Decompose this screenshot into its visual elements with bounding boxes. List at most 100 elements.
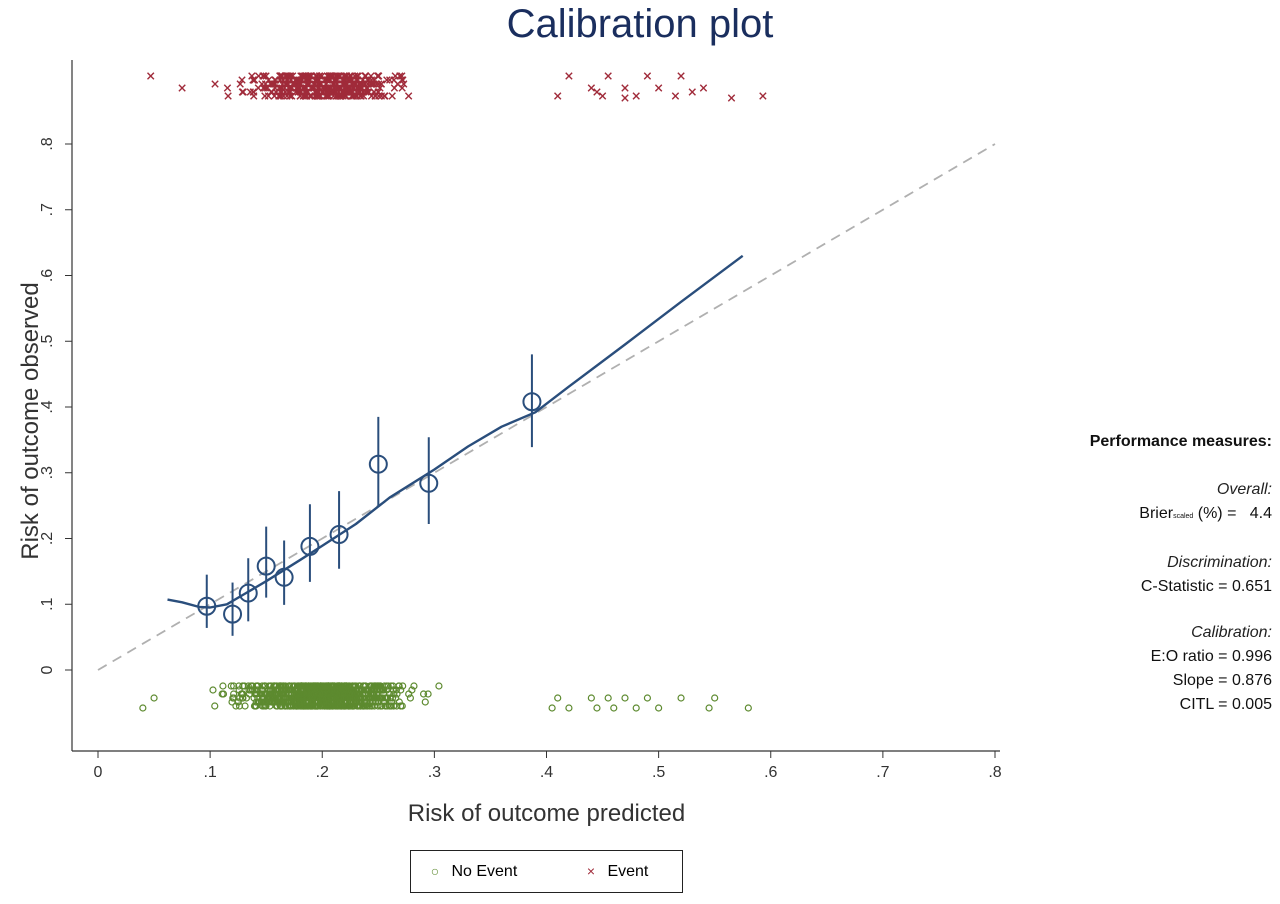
event-marker [324,84,332,92]
no-event-marker [296,702,304,710]
event-marker [333,76,342,84]
event-marker [286,92,294,100]
event-marker [312,88,320,96]
event-marker [565,72,573,80]
x-axis-label: Risk of outcome predicted [407,800,686,827]
event-marker [621,84,629,92]
no-event-marker [230,690,238,698]
no-event-marker [150,694,158,702]
event-marker [254,84,263,92]
event-marker [340,88,348,96]
no-event-marker [322,682,330,690]
y-tick-label: .7 [39,203,56,216]
event-marker [250,76,258,84]
no-event-marker [235,686,243,694]
overall-label: Overall: [1216,481,1272,498]
no-event-marker [383,686,391,694]
no-event-marker [280,698,288,706]
event-marker [304,72,312,80]
event-marker [643,72,652,80]
no-event-marker [278,702,286,710]
no-event-marker [338,682,346,690]
no-event-marker [621,694,629,702]
no-event-marker [347,694,356,702]
observed-point-marker [197,596,217,616]
no-event-marker [327,702,335,710]
event-marker [353,72,361,80]
event-marker [211,80,219,88]
no-event-marker [390,690,398,698]
no-event-marker [241,702,249,710]
no-event-marker [219,682,227,690]
no-event-marker [378,694,386,702]
calibration-label: Calibration: [1191,624,1272,641]
event-marker [587,84,596,92]
observed-group-point [238,558,258,622]
legend: ○ No Event × Event [410,850,683,893]
no-event-marker [319,690,327,698]
citl: CITL = 0.005 [1179,696,1272,713]
no-event-marker [643,694,652,702]
no-event-marker [297,682,305,690]
event-marker [329,92,338,100]
event-marker [301,72,310,80]
no-event-marker [266,690,274,698]
event-marker [284,72,292,80]
no-event-marker [390,702,398,710]
no-event-marker [298,694,306,702]
observed-point-marker [238,583,258,603]
observed-point-marker [522,392,542,412]
no-event-marker [387,682,395,690]
no-event-marker [339,690,347,698]
eo-ratio: E:O ratio = 0.996 [1150,648,1272,665]
no-event-marker [248,686,257,694]
event-marker [238,88,247,96]
no-event-rug-layer [139,682,752,712]
no-event-marker [211,702,219,710]
event-rug-layer [147,72,767,102]
observed-point-marker [223,604,243,624]
no-event-marker [139,704,147,712]
event-marker [238,76,246,84]
no-event-marker [548,704,556,712]
no-event-marker [323,702,331,710]
no-event-marker [419,690,428,698]
no-event-marker [285,702,293,710]
no-event-marker [218,690,226,698]
event-marker-icon: × [586,863,596,879]
event-marker [621,94,629,102]
x-tick-label: .6 [764,764,777,781]
event-marker [292,84,301,92]
y-tick-label: .1 [39,597,56,610]
y-tick-label: .4 [39,400,56,413]
no-event-marker [392,694,400,702]
no-event-marker [354,686,363,694]
no-event-marker [421,698,429,706]
event-marker [604,72,612,80]
y-tick-label: .5 [39,334,56,347]
no-event-marker [260,682,268,690]
no-event-marker [405,690,413,698]
event-marker [373,72,382,80]
no-event-marker [230,694,238,702]
event-marker [363,84,372,92]
legend-item-event: × Event [579,863,648,881]
no-event-marker [270,682,279,690]
no-event-marker [251,686,259,694]
y-axis-label: Risk of outcome observed [17,282,44,560]
event-marker [272,88,280,96]
y-tick-label: .3 [39,466,56,479]
no-event-marker [372,682,380,690]
event-marker [262,72,270,80]
observed-group-point [368,416,388,506]
no-event-marker [347,686,355,694]
no-event-marker-icon: ○ [430,863,440,879]
no-event-marker [293,702,301,710]
legend-label-no-event: No Event [451,863,518,880]
observed-point-marker [368,454,388,474]
event-marker [399,76,407,84]
no-event-marker [252,682,260,690]
axes: 0 0 .1 .1 .2 .2 .3 .3 .4 .4 .5 .5 .6 .6 .7 .7 .8 .8 [39,60,1002,781]
no-event-marker [327,698,335,706]
no-event-marker [397,686,405,694]
